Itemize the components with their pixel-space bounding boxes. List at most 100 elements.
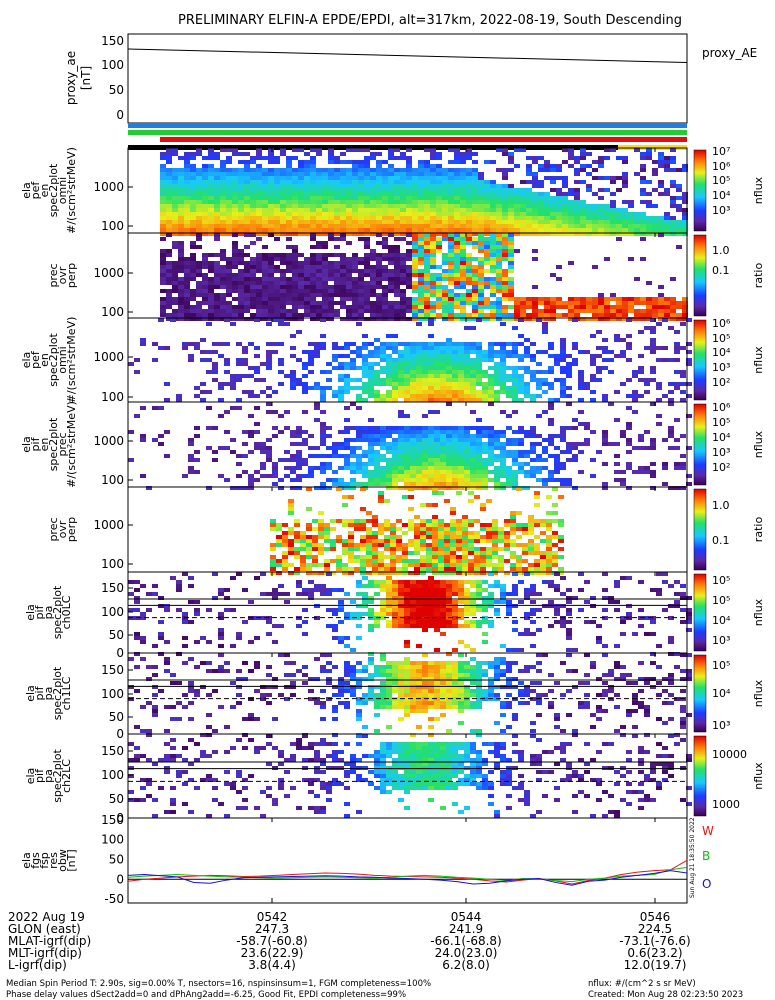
- spectrogram-cell: [424, 216, 430, 220]
- spectrogram-cell: [458, 482, 464, 486]
- spectrogram-cell: [220, 176, 226, 180]
- spectrogram-cell: [438, 551, 444, 555]
- spectrogram-cell: [454, 241, 460, 245]
- spectrogram-cell: [682, 313, 688, 317]
- spectrogram-cell: [504, 559, 510, 563]
- spectrogram-cell: [318, 551, 324, 555]
- spectrogram-cell: [586, 228, 592, 232]
- spectrogram-cell: [288, 551, 294, 555]
- spectrogram-cell: [320, 346, 326, 350]
- spectrogram-cell: [346, 160, 352, 164]
- spectrogram-cell: [548, 438, 554, 442]
- spectrogram-cell: [236, 342, 242, 346]
- spectrogram-cell: [436, 212, 442, 216]
- spectrogram-cell: [468, 559, 474, 563]
- spectrogram-cell: [428, 454, 434, 458]
- spectrogram-cell: [152, 644, 158, 648]
- spectrogram-cell: [220, 317, 226, 321]
- spectrogram-cell: [194, 434, 200, 438]
- spectrogram-cell: [380, 430, 386, 434]
- spectrogram-cell: [438, 559, 444, 563]
- spectrogram-cell: [550, 168, 556, 172]
- spectrogram-cell: [472, 273, 478, 277]
- spectrogram-cell: [152, 438, 158, 442]
- spectrogram-cell: [496, 317, 502, 321]
- panel-ytick: 100: [101, 390, 124, 404]
- spectrogram-cell: [664, 160, 670, 164]
- spectrogram-cell: [586, 216, 592, 220]
- spectrogram-cell: [474, 539, 480, 543]
- spectrogram-cell: [572, 454, 578, 458]
- spectrogram-cell: [392, 334, 398, 338]
- spectrogram-cell: [350, 482, 356, 486]
- spectrogram-cell: [492, 539, 498, 543]
- spectrogram-cell: [662, 346, 668, 350]
- spectrogram-cell: [596, 370, 602, 374]
- spectrogram-cell: [274, 301, 280, 305]
- spectrogram-cell: [416, 466, 422, 470]
- spectrogram-cell: [502, 172, 508, 176]
- spectrogram-cell: [490, 204, 496, 208]
- spectrogram-cell: [652, 204, 658, 208]
- spectrogram-cell: [316, 188, 322, 192]
- spectrogram-cell: [330, 543, 336, 547]
- spectrogram-cell: [408, 563, 414, 567]
- spectrogram-cell: [640, 257, 646, 261]
- spectrogram-cell: [484, 277, 490, 281]
- spectrogram-cell: [394, 148, 400, 152]
- spectrogram-cell: [460, 172, 466, 176]
- spectrogram-cell: [328, 152, 334, 156]
- spectrogram-cell: [178, 317, 184, 321]
- spectrogram-cell: [214, 269, 220, 273]
- spectrogram-cell: [458, 346, 464, 350]
- spectrogram-cell: [632, 398, 638, 402]
- spectrogram-cell: [298, 297, 304, 301]
- spectrogram-cell: [500, 390, 506, 394]
- spectrogram-cell: [532, 196, 538, 200]
- spectrogram-cell: [368, 418, 374, 422]
- spectrogram-cell: [434, 442, 440, 446]
- spectrogram-cell: [274, 176, 280, 180]
- spectrogram-cell: [544, 164, 550, 168]
- spectrogram-cell: [238, 249, 244, 253]
- spectrogram-cell: [382, 237, 388, 241]
- spectrogram-cell: [348, 495, 354, 499]
- spectrogram-cell: [450, 531, 456, 535]
- spectrogram-cell: [358, 293, 364, 297]
- spectrogram-cell: [340, 257, 346, 261]
- spectrogram-cell: [460, 305, 466, 309]
- spectrogram-cell: [482, 474, 488, 478]
- spectrogram-cell: [492, 523, 498, 527]
- spectrogram-cell: [458, 382, 464, 386]
- spectrogram-cell: [478, 176, 484, 180]
- spectrogram-cell: [358, 160, 364, 164]
- spectrogram-cell: [568, 188, 574, 192]
- spectrogram-cell: [244, 277, 250, 281]
- spectrogram-cell: [340, 204, 346, 208]
- spectrogram-cell: [470, 362, 476, 366]
- spectrogram-cell: [250, 289, 256, 293]
- spectrogram-cell: [394, 237, 400, 241]
- spectrogram-cell: [664, 156, 670, 160]
- spectrogram-cell: [508, 156, 514, 160]
- spectrogram-cell: [358, 184, 364, 188]
- spectrogram-cell: [398, 466, 404, 470]
- spectrogram-cell: [406, 277, 412, 281]
- spectrogram-cell: [316, 172, 322, 176]
- spectrogram-cell: [538, 216, 544, 220]
- spectrogram-cell: [320, 342, 326, 346]
- spectrogram-cell: [382, 241, 388, 245]
- spectrogram-cell: [578, 374, 584, 378]
- spectrogram-cell: [558, 495, 564, 499]
- spectrogram-cell: [194, 394, 200, 398]
- spectrogram-cell: [598, 196, 604, 200]
- spectrogram-cell: [604, 148, 610, 152]
- spectrogram-cell: [208, 265, 214, 269]
- spectrogram-cell: [226, 285, 232, 289]
- spectrogram-cell: [270, 571, 276, 575]
- spectrogram-cell: [226, 212, 232, 216]
- spectrogram-cell: [436, 265, 442, 269]
- spectrogram-cell: [196, 285, 202, 289]
- spectrogram-cell: [360, 519, 366, 523]
- spectrogram-cell: [286, 277, 292, 281]
